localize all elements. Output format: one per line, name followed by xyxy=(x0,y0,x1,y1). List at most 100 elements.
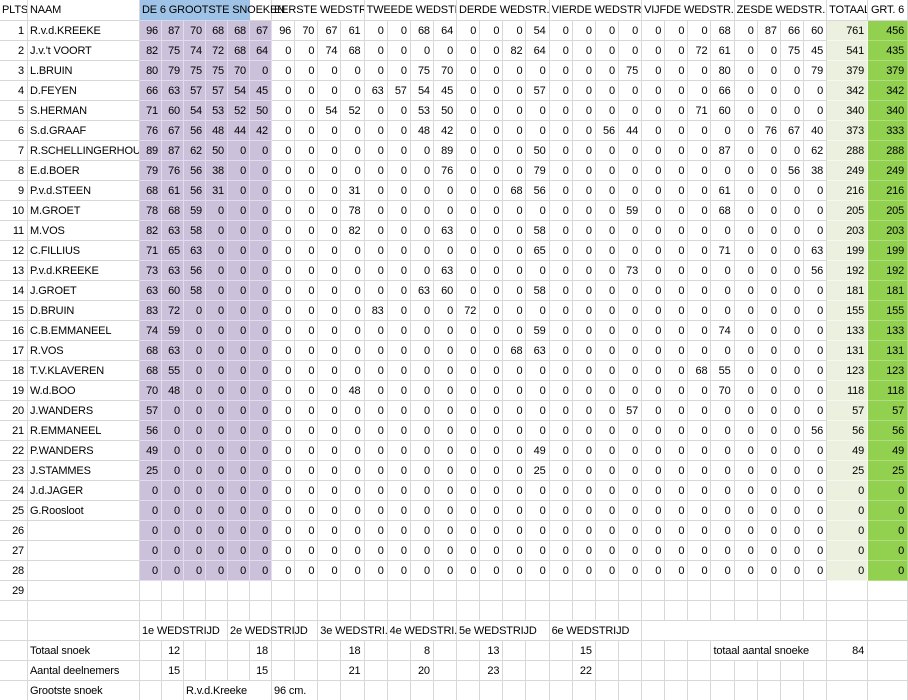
match-cell[interactable]: 0 xyxy=(341,141,365,161)
match-cell[interactable]: 0 xyxy=(734,181,758,201)
match-cell[interactable]: 0 xyxy=(503,481,527,501)
cell[interactable] xyxy=(250,601,273,621)
match-cell[interactable]: 0 xyxy=(618,561,643,581)
match-cell[interactable]: 0 xyxy=(711,221,735,241)
snoek-cell[interactable]: 76 xyxy=(140,121,162,141)
match-cell[interactable]: 0 xyxy=(642,421,666,441)
match-cell[interactable]: 0 xyxy=(295,41,319,61)
match-cell[interactable]: 0 xyxy=(711,161,735,181)
match-cell[interactable]: 0 xyxy=(803,301,828,321)
snoek-cell[interactable]: 53 xyxy=(206,101,228,121)
match-cell[interactable]: 71 xyxy=(688,101,712,121)
cell[interactable] xyxy=(140,661,162,681)
match-cell[interactable]: 0 xyxy=(457,281,481,301)
match-cell[interactable]: 0 xyxy=(757,81,781,101)
match-cell[interactable]: 0 xyxy=(688,421,712,441)
snoek-cell[interactable]: 0 xyxy=(184,421,206,441)
match-cell[interactable]: 0 xyxy=(595,321,619,341)
cell[interactable] xyxy=(140,641,162,661)
grt6-cell[interactable]: 0 xyxy=(868,501,908,521)
match-cell[interactable]: 0 xyxy=(387,361,411,381)
cell[interactable] xyxy=(457,661,481,681)
cell[interactable] xyxy=(387,601,411,621)
row-number-cell[interactable]: 9 xyxy=(0,181,28,201)
match-cell[interactable]: 60 xyxy=(803,21,828,41)
match-cell[interactable]: 0 xyxy=(526,421,550,441)
match-cell[interactable]: 0 xyxy=(272,121,296,141)
match-cell[interactable]: 56 xyxy=(803,421,828,441)
snoek-cell[interactable]: 68 xyxy=(140,341,162,361)
totaal-cell[interactable]: 181 xyxy=(827,281,869,301)
match-cell[interactable]: 0 xyxy=(549,201,573,221)
match-cell[interactable]: 57 xyxy=(526,81,550,101)
match-cell[interactable]: 0 xyxy=(364,501,388,521)
match-cell[interactable]: 0 xyxy=(480,201,504,221)
col-header-wedstrijd-1[interactable]: EERSTE WEDSTR. xyxy=(272,0,365,21)
match-cell[interactable] xyxy=(780,581,804,601)
snoek-cell[interactable]: 0 xyxy=(250,521,273,541)
cell[interactable] xyxy=(433,661,458,681)
match-cell[interactable]: 0 xyxy=(780,101,804,121)
match-cell[interactable]: 0 xyxy=(295,521,319,541)
match-cell[interactable]: 0 xyxy=(295,81,319,101)
match-cell[interactable]: 0 xyxy=(711,481,735,501)
cell[interactable] xyxy=(295,641,319,661)
match-cell[interactable]: 0 xyxy=(457,381,481,401)
match-cell[interactable] xyxy=(526,581,550,601)
match-cell[interactable]: 0 xyxy=(526,561,550,581)
name-cell[interactable]: D.FEYEN xyxy=(28,81,140,101)
match-cell[interactable]: 0 xyxy=(272,301,296,321)
match-cell[interactable]: 0 xyxy=(364,141,388,161)
cell[interactable] xyxy=(595,661,619,681)
match-cell[interactable]: 0 xyxy=(688,501,712,521)
snoek-cell[interactable]: 74 xyxy=(140,321,162,341)
match-cell[interactable]: 0 xyxy=(549,61,573,81)
match-cell[interactable]: 0 xyxy=(295,261,319,281)
match-cell[interactable]: 0 xyxy=(526,61,550,81)
match-cell[interactable]: 0 xyxy=(410,181,434,201)
cell[interactable] xyxy=(140,601,162,621)
snoek-cell[interactable]: 82 xyxy=(140,221,162,241)
match-cell[interactable]: 0 xyxy=(688,381,712,401)
snoek-cell[interactable]: 56 xyxy=(184,121,206,141)
snoek-cell[interactable]: 0 xyxy=(206,321,228,341)
match-cell[interactable]: 0 xyxy=(503,501,527,521)
snoek-cell[interactable]: 0 xyxy=(206,381,228,401)
match-cell[interactable]: 0 xyxy=(480,141,504,161)
cell[interactable] xyxy=(434,681,458,700)
cell[interactable] xyxy=(642,681,666,700)
snoek-cell[interactable]: 58 xyxy=(184,221,206,241)
match-cell[interactable]: 0 xyxy=(780,561,804,581)
row-number-cell[interactable]: 24 xyxy=(0,481,28,501)
match-cell[interactable]: 87 xyxy=(711,141,735,161)
match-cell[interactable]: 70 xyxy=(711,381,735,401)
cell[interactable] xyxy=(642,641,666,661)
match-cell[interactable]: 0 xyxy=(618,81,643,101)
snoek-cell[interactable]: 83 xyxy=(140,301,162,321)
match-cell[interactable]: 0 xyxy=(549,381,573,401)
snoek-cell[interactable]: 0 xyxy=(228,481,251,501)
row-number-cell[interactable]: 22 xyxy=(0,441,28,461)
match-cell[interactable]: 0 xyxy=(711,121,735,141)
grt6-cell[interactable]: 456 xyxy=(868,21,908,41)
totaal-cell[interactable]: 0 xyxy=(827,561,869,581)
footer-grootste-size[interactable]: 96 cm. xyxy=(272,681,319,700)
match-cell[interactable] xyxy=(341,581,365,601)
cell[interactable] xyxy=(272,601,296,621)
match-cell[interactable]: 0 xyxy=(318,61,342,81)
match-cell[interactable]: 0 xyxy=(757,41,781,61)
match-cell[interactable]: 53 xyxy=(410,101,434,121)
match-cell[interactable]: 0 xyxy=(503,141,527,161)
match-cell[interactable]: 0 xyxy=(618,241,643,261)
match-cell[interactable]: 0 xyxy=(642,181,666,201)
match-cell[interactable]: 0 xyxy=(734,241,758,261)
match-cell[interactable]: 0 xyxy=(480,121,504,141)
cell[interactable] xyxy=(803,601,828,621)
snoek-cell[interactable]: 0 xyxy=(228,201,251,221)
match-cell[interactable]: 0 xyxy=(503,161,527,181)
match-cell[interactable]: 0 xyxy=(595,41,619,61)
row-number-cell[interactable]: 10 xyxy=(0,201,28,221)
match-cell[interactable]: 0 xyxy=(618,481,643,501)
snoek-cell[interactable]: 72 xyxy=(206,41,228,61)
match-cell[interactable]: 0 xyxy=(387,321,411,341)
